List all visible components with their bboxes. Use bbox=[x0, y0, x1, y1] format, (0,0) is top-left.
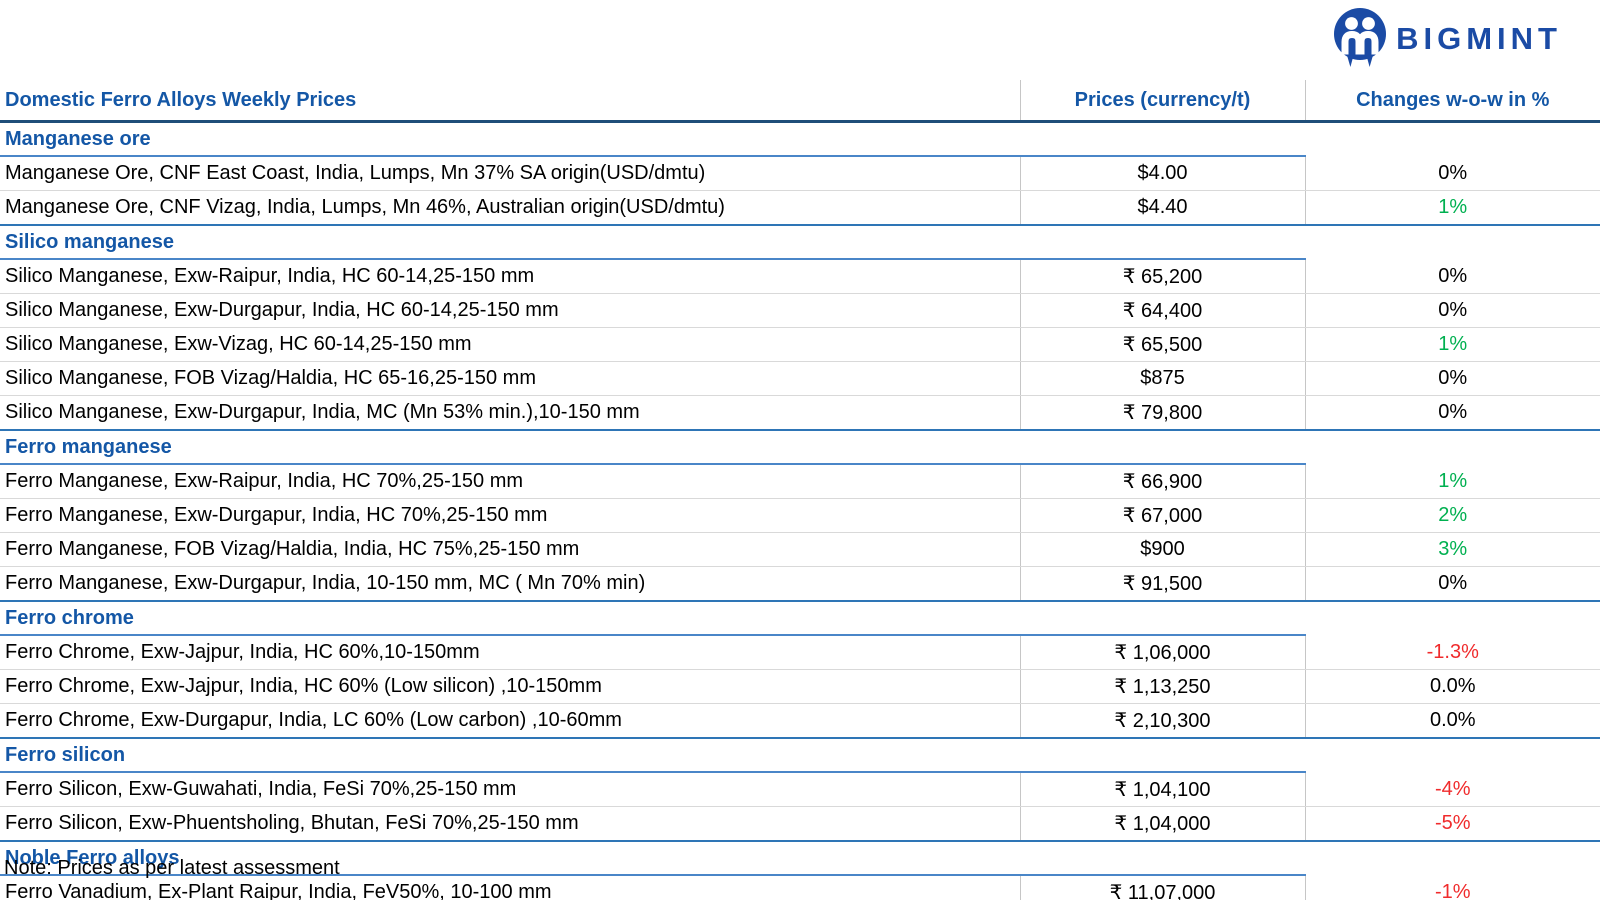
table-row: Ferro Chrome, Exw-Jajpur, India, HC 60% … bbox=[0, 669, 1600, 704]
section-title: Silico manganese bbox=[0, 224, 1305, 260]
table-row: Ferro Manganese, Exw-Durgapur, India, 10… bbox=[0, 566, 1600, 602]
table-row: Silico Manganese, Exw-Raipur, India, HC … bbox=[0, 259, 1600, 294]
change-cell: -5% bbox=[1304, 806, 1600, 842]
table-header-row: Domestic Ferro Alloys Weekly Prices Pric… bbox=[0, 80, 1600, 123]
ferro-alloys-price-table: Domestic Ferro Alloys Weekly Prices Pric… bbox=[0, 80, 1600, 900]
price-cell: ₹ 65,200 bbox=[1019, 259, 1305, 294]
section-title-spacer bbox=[1305, 600, 1600, 635]
table-row: Silico Manganese, Exw-Durgapur, India, M… bbox=[0, 395, 1600, 431]
table-row: Silico Manganese, Exw-Durgapur, India, H… bbox=[0, 293, 1600, 328]
table-row: Manganese Ore, CNF East Coast, India, Lu… bbox=[0, 156, 1600, 191]
section-title: Noble Ferro alloys bbox=[0, 840, 1305, 876]
price-cell: ₹ 1,13,250 bbox=[1019, 669, 1305, 704]
price-cell: ₹ 2,10,300 bbox=[1019, 703, 1305, 739]
change-cell: 1% bbox=[1304, 327, 1600, 362]
price-cell: ₹ 66,900 bbox=[1019, 464, 1305, 499]
product-cell: Ferro Silicon, Exw-Phuentsholing, Bhutan… bbox=[0, 806, 1020, 842]
table-row: Ferro Manganese, Exw-Durgapur, India, HC… bbox=[0, 498, 1600, 533]
change-cell: 0% bbox=[1304, 156, 1600, 191]
product-cell: Ferro Chrome, Exw-Jajpur, India, HC 60% … bbox=[0, 669, 1020, 704]
change-cell: 0% bbox=[1304, 395, 1600, 431]
table-row: Ferro Silicon, Exw-Phuentsholing, Bhutan… bbox=[0, 806, 1600, 842]
product-cell: Silico Manganese, FOB Vizag/Haldia, HC 6… bbox=[0, 361, 1020, 396]
section-row: Silico manganese bbox=[0, 224, 1600, 260]
product-cell: Ferro Manganese, Exw-Durgapur, India, 10… bbox=[0, 566, 1020, 602]
product-cell: Manganese Ore, CNF Vizag, India, Lumps, … bbox=[0, 190, 1020, 226]
change-cell: 0% bbox=[1304, 293, 1600, 328]
change-cell: -1% bbox=[1304, 875, 1600, 900]
price-cell: ₹ 11,07,000 bbox=[1019, 875, 1305, 900]
product-cell: Ferro Silicon, Exw-Guwahati, India, FeSi… bbox=[0, 772, 1020, 807]
price-cell: ₹ 67,000 bbox=[1019, 498, 1305, 533]
column-header-changes: Changes w-o-w in % bbox=[1304, 80, 1600, 123]
price-cell: $4.40 bbox=[1019, 190, 1305, 226]
column-header-title: Domestic Ferro Alloys Weekly Prices bbox=[0, 80, 1020, 123]
price-cell: ₹ 91,500 bbox=[1019, 566, 1305, 602]
brand-name: BIGMINT bbox=[1396, 20, 1562, 56]
section-row: Ferro chrome bbox=[0, 600, 1600, 636]
table-row: Ferro Silicon, Exw-Guwahati, India, FeSi… bbox=[0, 772, 1600, 807]
price-cell: ₹ 1,04,100 bbox=[1019, 772, 1305, 807]
price-cell: ₹ 1,04,000 bbox=[1019, 806, 1305, 842]
change-cell: 0% bbox=[1304, 361, 1600, 396]
product-cell: Ferro Manganese, Exw-Raipur, India, HC 7… bbox=[0, 464, 1020, 499]
product-cell: Ferro Manganese, FOB Vizag/Haldia, India… bbox=[0, 532, 1020, 567]
product-cell: Ferro Manganese, Exw-Durgapur, India, HC… bbox=[0, 498, 1020, 533]
section-title: Ferro silicon bbox=[0, 737, 1305, 773]
table-row: Ferro Manganese, FOB Vizag/Haldia, India… bbox=[0, 532, 1600, 567]
product-cell: Manganese Ore, CNF East Coast, India, Lu… bbox=[0, 156, 1020, 191]
price-cell: ₹ 65,500 bbox=[1019, 327, 1305, 362]
section-title: Ferro chrome bbox=[0, 600, 1305, 636]
table-row: Silico Manganese, Exw-Vizag, HC 60-14,25… bbox=[0, 327, 1600, 362]
section-title: Manganese ore bbox=[0, 120, 1305, 157]
change-cell: 0% bbox=[1304, 259, 1600, 294]
change-cell: 0.0% bbox=[1304, 669, 1600, 704]
footnote: Note: Prices as per latest assessment bbox=[4, 857, 340, 879]
product-cell: Silico Manganese, Exw-Vizag, HC 60-14,25… bbox=[0, 327, 1020, 362]
change-cell: -1.3% bbox=[1304, 635, 1600, 670]
table-row: Ferro Chrome, Exw-Durgapur, India, LC 60… bbox=[0, 703, 1600, 739]
change-cell: 0% bbox=[1304, 566, 1600, 602]
change-cell: 3% bbox=[1304, 532, 1600, 567]
product-cell: Ferro Chrome, Exw-Durgapur, India, LC 60… bbox=[0, 703, 1020, 739]
section-row: Noble Ferro alloys bbox=[0, 840, 1600, 876]
column-header-prices: Prices (currency/t) bbox=[1019, 80, 1305, 123]
section-title-spacer bbox=[1305, 840, 1600, 875]
change-cell: 0.0% bbox=[1304, 703, 1600, 739]
price-cell: $4.00 bbox=[1019, 156, 1305, 191]
section-row: Ferro silicon bbox=[0, 737, 1600, 773]
product-cell: Ferro Vanadium, Ex-Plant Raipur, India, … bbox=[0, 875, 1020, 900]
table-row: Manganese Ore, CNF Vizag, India, Lumps, … bbox=[0, 190, 1600, 226]
section-title-spacer bbox=[1305, 737, 1600, 772]
change-cell: 1% bbox=[1304, 190, 1600, 226]
price-cell: $875 bbox=[1019, 361, 1305, 396]
bigmint-logo: BIGMINT bbox=[1333, 8, 1562, 68]
table-row: Silico Manganese, FOB Vizag/Haldia, HC 6… bbox=[0, 361, 1600, 396]
product-cell: Silico Manganese, Exw-Durgapur, India, H… bbox=[0, 293, 1020, 328]
product-cell: Ferro Chrome, Exw-Jajpur, India, HC 60%,… bbox=[0, 635, 1020, 670]
section-title-spacer bbox=[1305, 120, 1600, 156]
table-row: Ferro Vanadium, Ex-Plant Raipur, India, … bbox=[0, 875, 1600, 900]
change-cell: -4% bbox=[1304, 772, 1600, 807]
section-title-spacer bbox=[1305, 224, 1600, 259]
price-cell: ₹ 79,800 bbox=[1019, 395, 1305, 431]
price-cell: $900 bbox=[1019, 532, 1305, 567]
section-row: Ferro manganese bbox=[0, 429, 1600, 465]
price-cell: ₹ 64,400 bbox=[1019, 293, 1305, 328]
change-cell: 2% bbox=[1304, 498, 1600, 533]
table-row: Ferro Manganese, Exw-Raipur, India, HC 7… bbox=[0, 464, 1600, 499]
section-row: Manganese ore bbox=[0, 120, 1600, 157]
table-row: Ferro Chrome, Exw-Jajpur, India, HC 60%,… bbox=[0, 635, 1600, 670]
price-cell: ₹ 1,06,000 bbox=[1019, 635, 1305, 670]
section-title: Ferro manganese bbox=[0, 429, 1305, 465]
change-cell: 1% bbox=[1304, 464, 1600, 499]
product-cell: Silico Manganese, Exw-Raipur, India, HC … bbox=[0, 259, 1020, 294]
product-cell: Silico Manganese, Exw-Durgapur, India, M… bbox=[0, 395, 1020, 431]
section-title-spacer bbox=[1305, 429, 1600, 464]
bigmint-people-icon bbox=[1333, 8, 1387, 68]
